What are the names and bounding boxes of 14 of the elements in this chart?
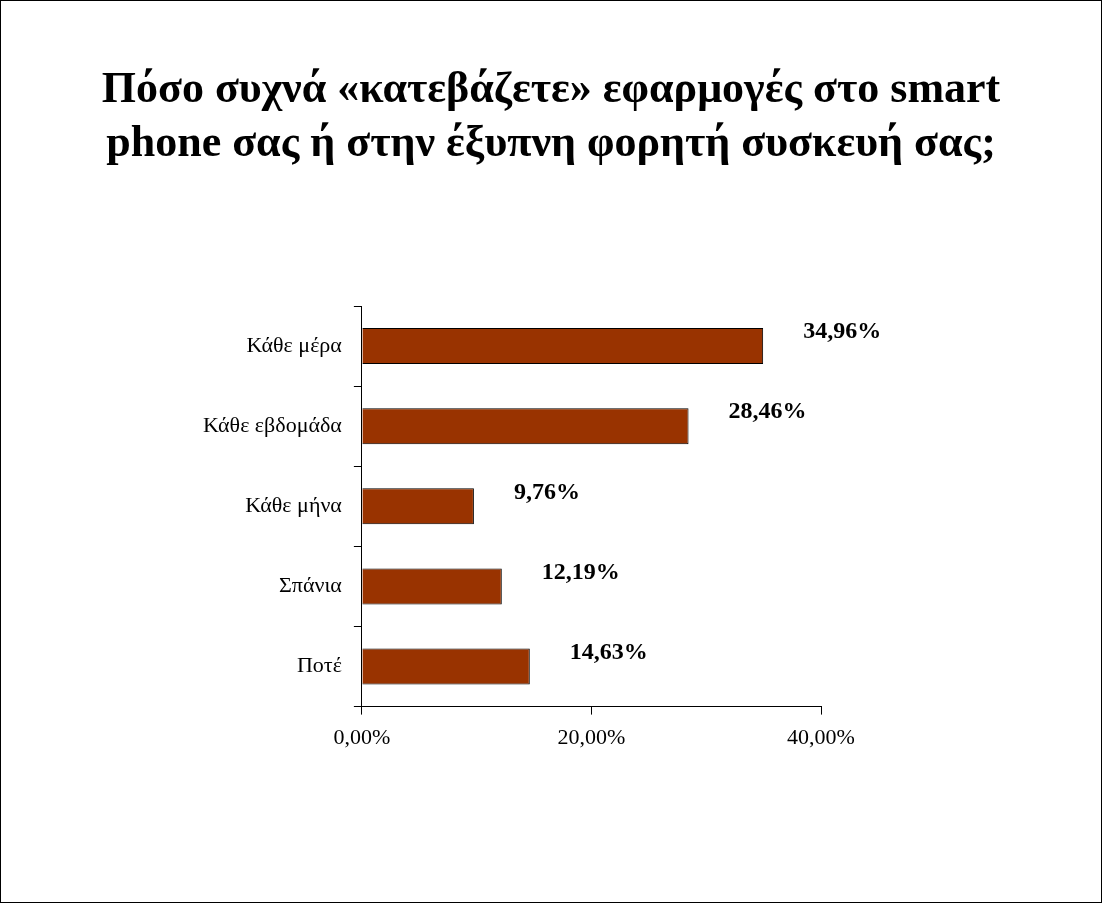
data-label: 9,76% bbox=[513, 477, 580, 504]
data-label: 12,19% bbox=[541, 557, 620, 584]
y-tick-label: Ποτέ bbox=[296, 652, 342, 678]
y-tick-label: Κάθε εβδομάδα bbox=[203, 411, 343, 437]
chart-title: Πόσο συχνά «κατεβάζετε» εφαρμογές στο smart phone σας ή στην έξυπνη φορητή συσκευή σας; bbox=[101, 62, 1001, 168]
y-tick-label: Κάθε μήνα bbox=[245, 492, 343, 518]
y-tick-label: Κάθε μέρα bbox=[246, 331, 343, 357]
data-label: 34,96% bbox=[803, 317, 882, 344]
x-tick-label: 0,00% bbox=[333, 723, 391, 749]
x-tick-label: 20,00% bbox=[557, 723, 626, 749]
data-label: 28,46% bbox=[728, 397, 807, 424]
y-tick-label: Σπάνια bbox=[279, 572, 343, 598]
x-tick-label: 40,00% bbox=[787, 723, 855, 749]
data-label: 14,63% bbox=[569, 637, 648, 664]
